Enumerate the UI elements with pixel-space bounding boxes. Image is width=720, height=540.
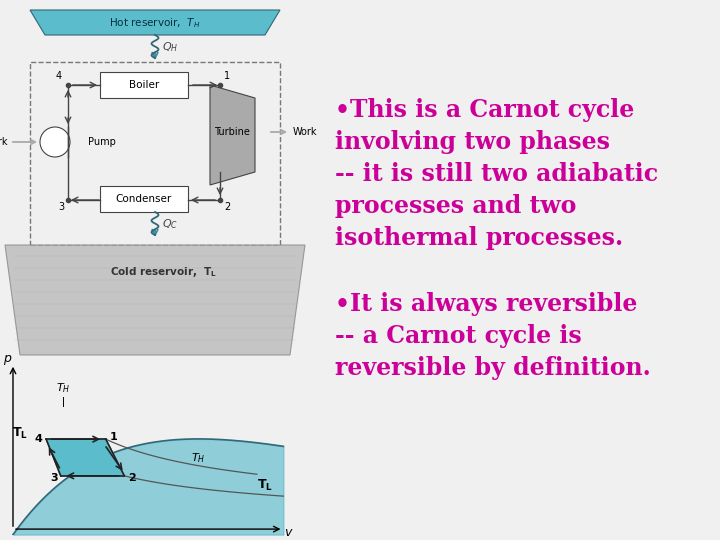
Bar — [100, 186, 188, 212]
Bar — [100, 72, 188, 98]
Polygon shape — [46, 439, 125, 476]
Text: 3: 3 — [50, 472, 58, 483]
Polygon shape — [5, 245, 305, 355]
Text: reversible by definition.: reversible by definition. — [335, 356, 651, 380]
Text: 4: 4 — [56, 71, 62, 81]
Text: Turbine: Turbine — [214, 127, 250, 137]
Text: -- a Carnot cycle is: -- a Carnot cycle is — [335, 324, 582, 348]
Text: 1: 1 — [109, 433, 117, 442]
Text: $T_H$: $T_H$ — [56, 381, 71, 395]
Text: processes and two: processes and two — [335, 194, 577, 218]
Text: isothermal processes.: isothermal processes. — [335, 226, 623, 250]
Text: $\mathbf{T_L}$: $\mathbf{T_L}$ — [257, 478, 273, 493]
Text: $v$: $v$ — [284, 526, 294, 539]
Bar — [30, 62, 280, 245]
Ellipse shape — [40, 127, 70, 157]
Text: -- it is still two adiabatic: -- it is still two adiabatic — [335, 162, 658, 186]
Text: Boiler: Boiler — [129, 80, 159, 90]
Text: $T_H$: $T_H$ — [191, 451, 205, 465]
Text: Work: Work — [0, 137, 8, 147]
Text: $\mathbf{T_L}$: $\mathbf{T_L}$ — [12, 426, 27, 441]
Text: 1: 1 — [224, 71, 230, 81]
Text: Work: Work — [293, 127, 318, 137]
Text: •It is always reversible: •It is always reversible — [335, 292, 637, 316]
Polygon shape — [30, 10, 280, 35]
Polygon shape — [210, 85, 255, 185]
Text: $Q_H$: $Q_H$ — [162, 40, 179, 54]
Text: 3: 3 — [58, 202, 64, 212]
Text: 2: 2 — [224, 202, 230, 212]
Text: $Q_C$: $Q_C$ — [162, 217, 178, 231]
Text: Pump: Pump — [88, 137, 116, 147]
Text: Hot reservoir,  $T_H$: Hot reservoir, $T_H$ — [109, 16, 201, 30]
Text: $p$: $p$ — [3, 353, 12, 367]
Text: 4: 4 — [35, 434, 42, 444]
Text: Cold reservoir,  $\mathbf{T_L}$: Cold reservoir, $\mathbf{T_L}$ — [110, 265, 217, 279]
Text: •This is a Carnot cycle: •This is a Carnot cycle — [335, 98, 634, 122]
Text: 2: 2 — [128, 472, 136, 483]
Text: Condenser: Condenser — [116, 194, 172, 204]
Text: involving two phases: involving two phases — [335, 130, 610, 154]
